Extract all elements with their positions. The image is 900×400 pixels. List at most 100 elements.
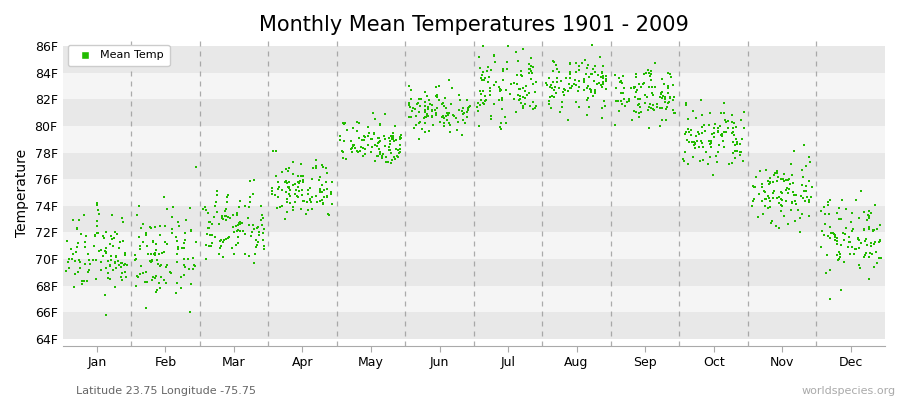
Point xyxy=(853,188,868,194)
Point xyxy=(615,100,629,107)
Point xyxy=(176,244,191,251)
Point xyxy=(98,291,112,298)
Point xyxy=(292,177,307,184)
Point xyxy=(320,186,334,192)
Point xyxy=(632,81,646,87)
Point xyxy=(796,174,810,180)
Point xyxy=(408,106,422,112)
Point xyxy=(617,95,632,102)
Point xyxy=(796,188,811,194)
Point xyxy=(244,233,258,240)
Point xyxy=(578,57,592,64)
Point xyxy=(87,232,102,238)
Point xyxy=(439,113,454,120)
Point xyxy=(407,124,421,131)
Point xyxy=(872,237,886,244)
Point xyxy=(688,141,702,147)
Point xyxy=(632,114,646,120)
Point xyxy=(857,226,871,233)
Point xyxy=(425,108,439,114)
Point xyxy=(344,146,358,152)
Point xyxy=(860,242,874,248)
Point xyxy=(410,113,424,119)
Point xyxy=(796,142,811,149)
Point xyxy=(309,156,323,163)
Point xyxy=(653,90,668,96)
Point xyxy=(92,211,106,217)
Point xyxy=(518,88,532,94)
Point xyxy=(711,128,725,135)
Point xyxy=(763,175,778,181)
Point xyxy=(310,165,324,171)
Point xyxy=(496,68,510,75)
Point xyxy=(209,199,223,206)
Point xyxy=(759,167,773,173)
Point xyxy=(652,122,667,129)
Point xyxy=(247,226,261,232)
Point xyxy=(220,234,235,241)
Point xyxy=(763,198,778,204)
Point xyxy=(418,120,432,126)
Point xyxy=(763,204,778,210)
Point xyxy=(256,236,271,243)
Point xyxy=(132,243,147,249)
Point xyxy=(481,68,495,74)
Point xyxy=(861,211,876,218)
Point xyxy=(325,179,339,185)
Point xyxy=(508,108,523,115)
Point xyxy=(314,182,328,188)
Point xyxy=(802,178,816,184)
Point xyxy=(730,141,744,148)
Point xyxy=(584,89,598,96)
Point xyxy=(736,109,751,116)
Point xyxy=(317,194,331,200)
Text: Latitude 23.75 Longitude -75.75: Latitude 23.75 Longitude -75.75 xyxy=(76,386,256,396)
Point xyxy=(628,71,643,77)
Point xyxy=(495,97,509,104)
Point xyxy=(291,179,305,185)
Point xyxy=(60,238,75,244)
Point xyxy=(151,261,166,267)
Point xyxy=(493,87,508,94)
Point xyxy=(112,244,126,251)
Point xyxy=(242,222,256,228)
Point xyxy=(833,250,848,257)
Point xyxy=(661,90,675,96)
Point xyxy=(360,133,374,139)
Point xyxy=(631,96,645,102)
Point xyxy=(762,180,777,186)
Point xyxy=(310,198,324,205)
Point xyxy=(187,263,202,270)
Point xyxy=(89,230,104,236)
Point xyxy=(472,102,487,108)
Point xyxy=(703,110,717,116)
Point xyxy=(336,120,350,126)
Point xyxy=(512,93,526,100)
Point xyxy=(474,72,489,78)
Point xyxy=(106,267,121,273)
Point xyxy=(872,254,886,261)
Point xyxy=(666,97,680,104)
Point xyxy=(202,219,216,225)
Point xyxy=(366,130,381,136)
Point xyxy=(143,258,157,265)
Point xyxy=(172,223,186,230)
Point xyxy=(109,253,123,259)
Point xyxy=(449,115,464,121)
Point xyxy=(372,135,386,142)
Point xyxy=(749,174,763,180)
Point xyxy=(528,102,543,109)
Point xyxy=(788,198,802,204)
Point xyxy=(658,116,672,123)
Point xyxy=(725,129,740,135)
Point xyxy=(319,179,333,185)
Point xyxy=(553,109,567,115)
Point xyxy=(795,182,809,188)
Point xyxy=(657,81,671,87)
Point xyxy=(687,142,701,148)
Point xyxy=(145,257,159,263)
Point xyxy=(775,203,789,209)
Bar xyxy=(62,46,885,73)
Point xyxy=(106,243,121,249)
Point xyxy=(411,108,426,115)
